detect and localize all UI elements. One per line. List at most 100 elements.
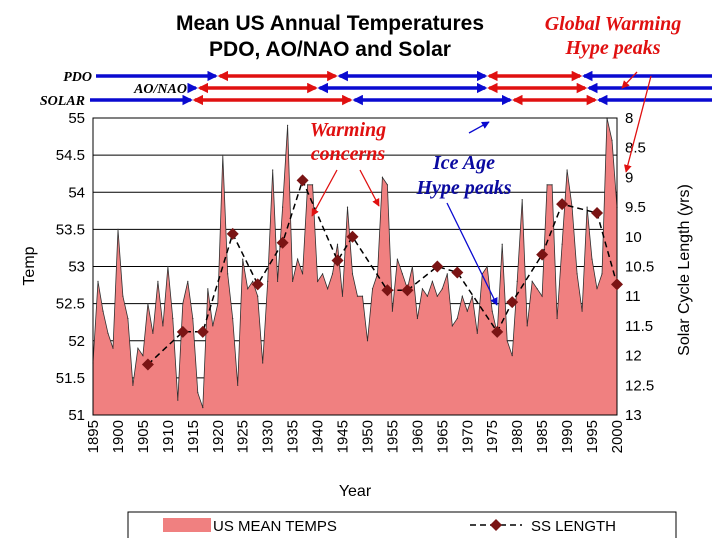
temp-point-1964 — [436, 295, 438, 297]
ss-marker-1937 — [296, 174, 309, 187]
temp-point-1993 — [581, 310, 583, 312]
annotation-0-line-0: Global Warming — [545, 13, 682, 35]
x-tick-1935: 1935 — [285, 420, 302, 453]
temp-point-1927 — [252, 280, 254, 282]
ss-length-layer — [141, 174, 623, 371]
x-tick-1960: 1960 — [409, 420, 426, 453]
temp-point-1933 — [282, 206, 284, 208]
x-tick-1980: 1980 — [509, 420, 526, 453]
temp-point-1920 — [217, 303, 219, 305]
legend: US MEAN TEMPS SS LENGTH — [127, 511, 677, 538]
temp-point-1961 — [421, 288, 423, 290]
temp-point-1972 — [476, 332, 478, 334]
temp-point-1951 — [371, 288, 374, 290]
temp-point-1974 — [486, 265, 488, 268]
temp-point-1929 — [262, 362, 264, 364]
y-tick-52: 52 — [68, 333, 85, 350]
temp-point-1922 — [227, 273, 229, 275]
temp-point-1956 — [396, 258, 398, 260]
temp-point-1940 — [317, 280, 319, 282]
temp-point-1931 — [272, 169, 274, 171]
y2-tick-12: 12 — [625, 348, 642, 365]
temp-point-1967 — [451, 325, 453, 327]
temp-point-1914 — [187, 280, 189, 282]
annotation-2-line-0: Ice Age — [432, 152, 495, 174]
y-tick-54.5: 54.5 — [56, 147, 85, 164]
y2-tick-8.5: 8.5 — [625, 140, 646, 157]
x-tick-1975: 1975 — [484, 420, 501, 453]
temp-point-1898 — [107, 332, 109, 334]
temp-point-1999 — [611, 139, 613, 141]
temp-point-1957 — [401, 273, 403, 275]
temp-area-layer — [92, 117, 618, 415]
annotation-pointer-1 — [623, 75, 652, 173]
temp-point-1936 — [297, 258, 299, 260]
temp-point-1975 — [491, 310, 493, 312]
y-tick-52.5: 52.5 — [56, 296, 85, 313]
y2-tick-13: 13 — [625, 407, 642, 424]
ss-marker-1954 — [381, 284, 394, 297]
temp-point-1919 — [212, 325, 214, 327]
temp-line — [92, 117, 618, 408]
temp-point-1928 — [257, 295, 259, 297]
temp-point-1982 — [526, 325, 528, 327]
ss-marker-1923 — [226, 227, 239, 240]
plot-frame — [92, 117, 618, 416]
temp-point-1917 — [202, 407, 204, 409]
legend-label-temps: US MEAN TEMPS — [213, 518, 337, 535]
ss-marker-1917 — [196, 325, 209, 338]
temp-point-1989 — [561, 243, 563, 245]
temp-point-1995 — [591, 258, 593, 260]
y-tick-53.5: 53.5 — [56, 221, 85, 238]
temp-point-1902 — [127, 317, 129, 320]
temp-point-1988 — [556, 317, 558, 320]
temp-point-1909 — [162, 325, 164, 327]
temp-point-1930 — [267, 280, 269, 282]
ss-marker-1947 — [346, 230, 359, 243]
temp-point-1981 — [521, 199, 523, 201]
temp-point-1969 — [461, 295, 463, 297]
temp-point-1906 — [147, 303, 149, 305]
ss-marker-1933 — [276, 236, 289, 249]
x-tick-1905: 1905 — [135, 420, 152, 453]
y-axis-label: Temp — [21, 246, 38, 285]
x-tick-1895: 1895 — [85, 420, 102, 453]
temp-point-1918 — [207, 288, 209, 290]
temp-point-1935 — [292, 280, 294, 282]
annotation-pointer-4 — [468, 121, 490, 134]
legend-marker-ss — [490, 519, 502, 531]
x-tick-1945: 1945 — [335, 420, 352, 453]
temp-point-1987 — [551, 184, 553, 186]
osc-label-2: SOLAR — [40, 94, 85, 109]
temp-point-1900 — [117, 228, 119, 230]
temp-point-1910 — [167, 265, 169, 268]
temp-point-1977 — [501, 243, 503, 245]
y2-tick-9: 9 — [625, 169, 633, 186]
annotation-1-line-1: concerns — [311, 143, 386, 165]
temp-point-1937 — [302, 273, 304, 275]
temp-point-1959 — [411, 265, 413, 268]
ss-marker-1906 — [141, 358, 154, 371]
annotation-2-line-1: Hype peaks — [416, 177, 512, 199]
temp-point-1996 — [596, 288, 598, 290]
x-tick-1970: 1970 — [459, 420, 476, 453]
annotation-2: Ice Age Hype peaks — [416, 152, 512, 199]
temp-point-1950 — [366, 340, 369, 342]
temp-point-1985 — [541, 295, 543, 297]
temp-point-1947 — [351, 273, 354, 275]
x-tick-1930: 1930 — [260, 420, 277, 453]
temp-point-1994 — [586, 206, 588, 208]
ss-marker-1989 — [556, 198, 569, 211]
y2-tick-10: 10 — [625, 229, 642, 246]
x-axis-label: Year — [339, 483, 372, 500]
x-tick-1965: 1965 — [434, 420, 451, 453]
legend-box — [127, 511, 677, 538]
temp-point-1921 — [222, 154, 224, 156]
tick-labels: 51 51.5 52 52.5 53 53.5 54 54.5 55 8 8.5 9 9.5 10 10.5… — [56, 110, 654, 453]
temp-point-1978 — [506, 340, 508, 342]
plot-border — [92, 117, 618, 416]
temp-point-1932 — [277, 280, 279, 282]
temp-point-1924 — [237, 384, 239, 386]
